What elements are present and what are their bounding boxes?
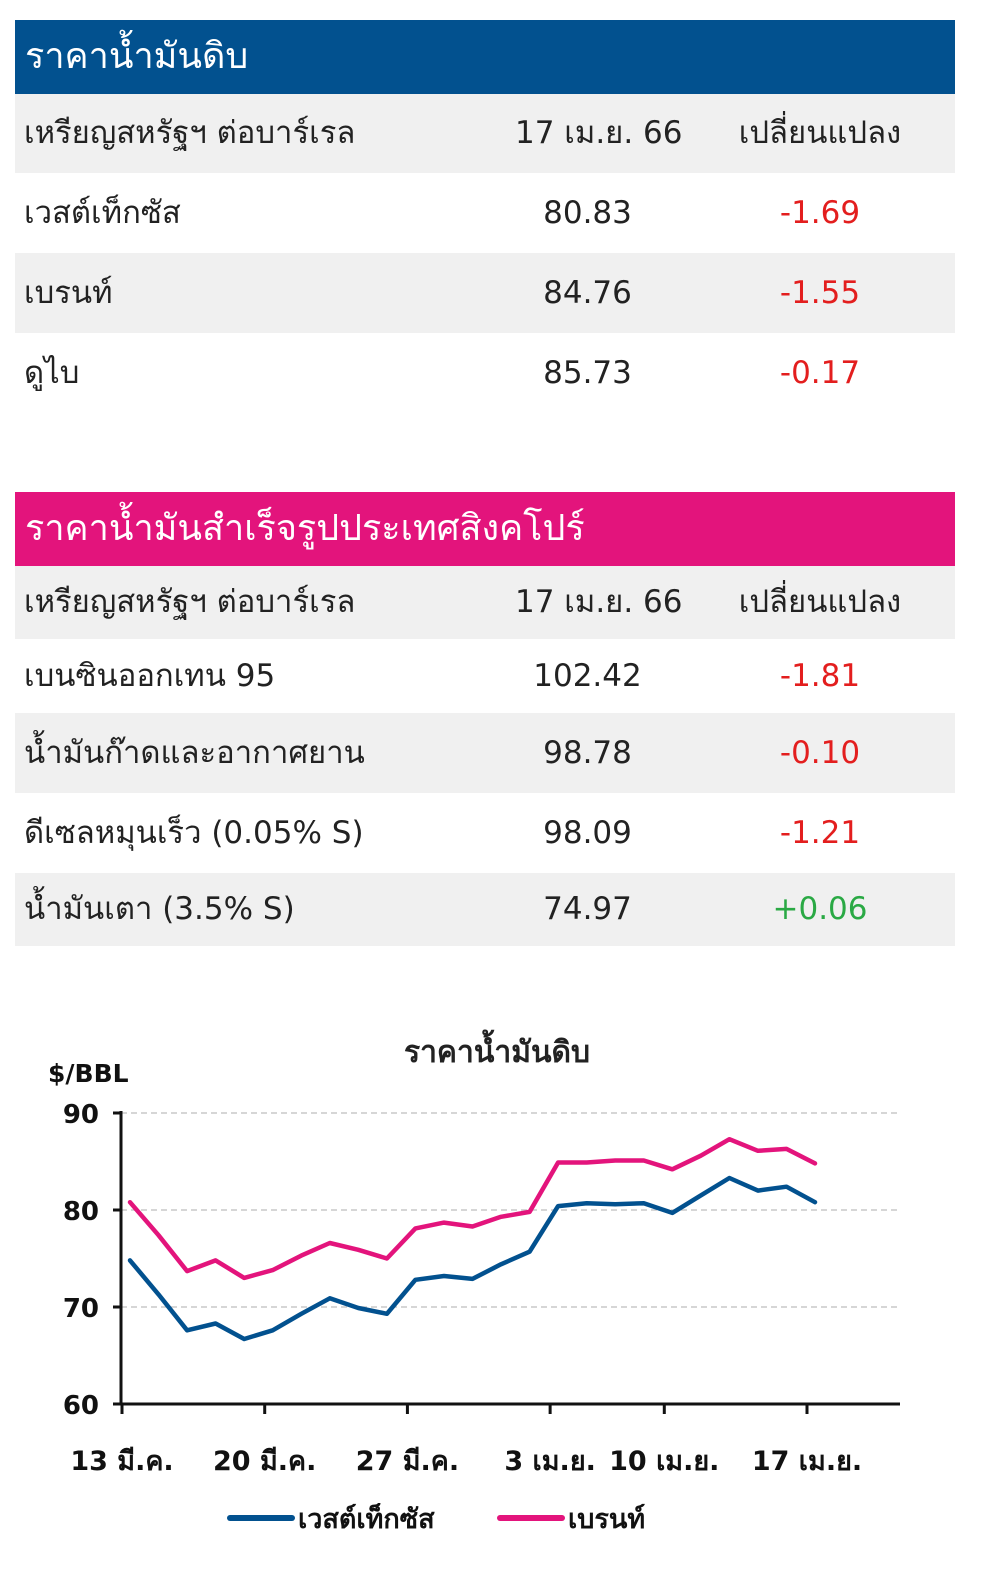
y-tick-label: 90 bbox=[63, 1100, 99, 1130]
chart-title: ราคาน้ำมันดิบ bbox=[404, 1029, 590, 1070]
table-row: เบนซินออกเทน 95 102.42 -1.81 bbox=[15, 639, 955, 713]
crude-table-title: ราคาน้ำมันดิบ bbox=[15, 20, 955, 94]
series-line bbox=[127, 1136, 818, 1281]
oil-name: ดูไบ bbox=[24, 355, 80, 391]
table-row: ดีเซลหมุนเร็ว (0.05% S) 98.09 -1.21 bbox=[15, 793, 955, 873]
table-row: เบรนท์ 84.76 -1.55 bbox=[15, 253, 955, 333]
product-price: 74.97 bbox=[543, 891, 632, 927]
crude-price-chart: ราคาน้ำมันดิบ $/BBL 60 70 80 90 13 มี.ค. 20 ม… bbox=[48, 1029, 900, 1535]
x-tick-label: 13 มี.ค. bbox=[70, 1446, 173, 1477]
x-tick-label: 17 เม.ย. bbox=[752, 1446, 862, 1477]
y-tick-label: 80 bbox=[63, 1197, 99, 1227]
table-row: น้ำมันเตา (3.5% S) 74.97 +0.06 bbox=[15, 873, 955, 946]
crude-table-header: เหรียญสหรัฐฯ ต่อบาร์เรล 17 เม.ย. 66 เปลี… bbox=[15, 94, 955, 173]
oil-change: -1.55 bbox=[779, 275, 861, 311]
product-price: 102.42 bbox=[533, 658, 642, 694]
legend-label: เวสต์เท็กซัส bbox=[298, 1501, 435, 1535]
y-tick-label: 60 bbox=[63, 1391, 99, 1421]
change-header: เปลี่ยนแปลง bbox=[738, 584, 902, 620]
date-header: 17 เม.ย. 66 bbox=[515, 115, 683, 151]
y-axis-label: $/BBL bbox=[48, 1059, 129, 1088]
x-tick-label: 3 เม.ย. bbox=[504, 1446, 596, 1477]
oil-price: 85.73 bbox=[543, 355, 632, 391]
y-tick-label: 70 bbox=[63, 1294, 99, 1324]
oil-price: 80.83 bbox=[543, 195, 632, 231]
oil-price: 84.76 bbox=[543, 275, 632, 311]
product-name: น้ำมันก๊าดและอากาศยาน bbox=[24, 735, 365, 771]
refined-table-title: ราคาน้ำมันสำเร็จรูปประเทศสิงคโปร์ bbox=[15, 492, 955, 566]
date-header: 17 เม.ย. 66 bbox=[515, 584, 683, 620]
table-row: น้ำมันก๊าดและอากาศยาน 98.78 -0.10 bbox=[15, 713, 955, 793]
oil-change: -0.17 bbox=[779, 355, 861, 391]
change-header: เปลี่ยนแปลง bbox=[738, 115, 902, 151]
legend-label: เบรนท์ bbox=[568, 1503, 645, 1535]
product-name: น้ำมันเตา (3.5% S) bbox=[24, 891, 295, 927]
x-tick-label: 27 มี.ค. bbox=[356, 1446, 459, 1477]
table-row: ดูไบ 85.73 -0.17 bbox=[15, 333, 955, 413]
product-price: 98.09 bbox=[543, 815, 632, 851]
product-price: 98.78 bbox=[543, 735, 632, 771]
oil-name: เวสต์เท็กซัส bbox=[24, 195, 181, 231]
product-name: ดีเซลหมุนเร็ว (0.05% S) bbox=[24, 815, 364, 851]
product-change: -1.81 bbox=[779, 658, 861, 694]
product-name: เบนซินออกเทน 95 bbox=[24, 658, 276, 694]
product-change: -0.10 bbox=[779, 735, 861, 771]
unit-header: เหรียญสหรัฐฯ ต่อบาร์เรล bbox=[24, 115, 356, 151]
refined-table-header: เหรียญสหรัฐฯ ต่อบาร์เรล 17 เม.ย. 66 เปลี… bbox=[15, 566, 955, 639]
unit-header: เหรียญสหรัฐฯ ต่อบาร์เรล bbox=[24, 584, 356, 620]
product-change: -1.21 bbox=[779, 815, 861, 851]
series-line bbox=[127, 1175, 818, 1342]
oil-change: -1.69 bbox=[779, 195, 861, 231]
product-change: +0.06 bbox=[772, 891, 868, 927]
x-tick-label: 20 มี.ค. bbox=[213, 1446, 316, 1477]
table-row: เวสต์เท็กซัส 80.83 -1.69 bbox=[15, 173, 955, 253]
x-tick-label: 10 เม.ย. bbox=[609, 1446, 719, 1477]
oil-name: เบรนท์ bbox=[24, 275, 113, 311]
